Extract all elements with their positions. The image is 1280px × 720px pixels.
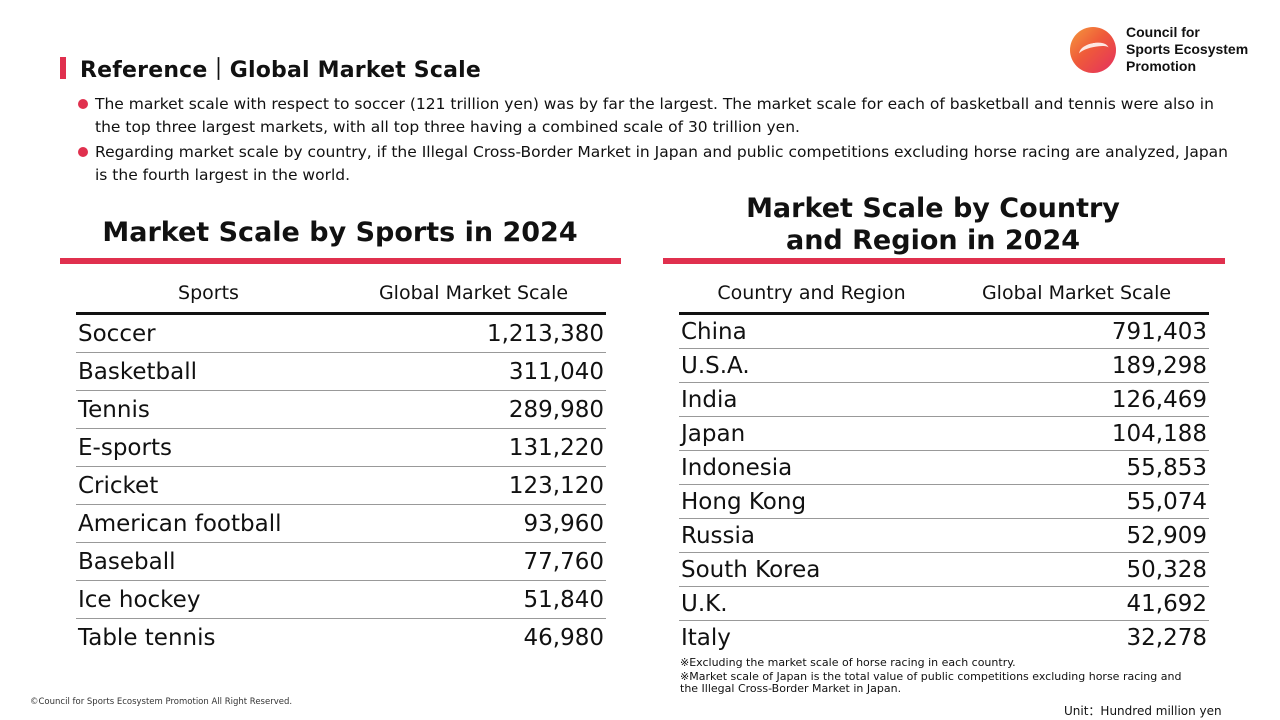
market-value: 93,960	[341, 504, 606, 543]
sports-section-rule	[60, 258, 621, 264]
table-row: Table tennis 46,980	[76, 619, 606, 657]
column-header-market-scale: Global Market Scale	[944, 274, 1209, 315]
bullet-dot-icon	[78, 99, 88, 109]
region-name: India	[679, 382, 944, 417]
table-row: E-sports 131,220	[76, 428, 606, 467]
market-value: 46,980	[523, 624, 604, 651]
market-value: 189,298	[944, 348, 1209, 383]
sport-name: E-sports	[76, 428, 341, 467]
logo-line: Council for	[1126, 24, 1200, 40]
sport-name: Baseball	[76, 542, 341, 581]
table-row: South Korea 50,328	[679, 552, 1209, 587]
table-row: Japan 104,188	[679, 416, 1209, 451]
table-row: Basketball 311,040	[76, 352, 606, 391]
market-value: 51,840	[341, 580, 606, 619]
region-section-rule	[663, 258, 1225, 264]
table-row: Indonesia 55,853	[679, 450, 1209, 485]
market-value: 77,760	[341, 542, 606, 581]
bullet-text: Regarding market scale by country, if th…	[95, 143, 1228, 184]
market-value: 55,074	[944, 484, 1209, 519]
table-row: U.S.A. 189,298	[679, 348, 1209, 383]
region-name: Hong Kong	[679, 484, 944, 519]
sports-section-title: Market Scale by Sports in 2024	[102, 217, 578, 248]
market-value: 41,692	[944, 586, 1209, 621]
region-name: Russia	[679, 518, 944, 553]
logo-mark-icon	[1070, 26, 1116, 73]
region-name: Indonesia	[679, 450, 944, 485]
column-header-sports: Sports	[76, 274, 341, 315]
table-row: U.K. 41,692	[679, 586, 1209, 621]
market-value: 289,980	[341, 390, 606, 429]
footnote: ※Excluding the market scale of horse rac…	[680, 656, 1016, 669]
logo-line: Promotion	[1126, 58, 1196, 74]
unit-label: Unit：Hundred million yen	[1064, 704, 1222, 718]
market-value: 123,120	[341, 466, 606, 505]
summary-bullets: The market scale with respect to soccer …	[78, 93, 1228, 189]
page-title: Reference｜Global Market Scale	[80, 58, 481, 83]
table-row: American football 93,960	[76, 504, 606, 543]
copyright-notice: ©Council for Sports Ecosystem Promotion …	[30, 697, 293, 707]
market-value: 126,469	[944, 382, 1209, 417]
sports-market-table: Sports Global Market Scale Soccer 1,213,3…	[76, 274, 606, 656]
region-title-line: and Region in 2024	[785, 225, 1081, 256]
column-header-market-scale: Global Market Scale	[341, 274, 606, 315]
page-title-bar: Reference｜Global Market Scale	[60, 52, 481, 84]
table-row: Baseball 77,760	[76, 542, 606, 581]
sport-name: Soccer	[76, 313, 341, 353]
region-name: U.S.A.	[679, 348, 944, 383]
table-row: Tennis 289,980	[76, 390, 606, 429]
table-row: Hong Kong 55,074	[679, 484, 1209, 519]
logo-text: Council for Sports Ecosystem Promotion	[1126, 24, 1248, 75]
footnotes: ※Excluding the market scale of horse rac…	[680, 657, 1200, 697]
table-row: Italy 32,278	[679, 621, 1209, 655]
bullet-item: Regarding market scale by country, if th…	[78, 141, 1228, 187]
region-name: China	[679, 313, 944, 349]
footnote: ※Market scale of Japan is the total valu…	[680, 670, 1182, 695]
table-row: India 126,469	[679, 382, 1209, 417]
table-row: Cricket 123,120	[76, 466, 606, 505]
table-row: Ice hockey 51,840	[76, 580, 606, 619]
title-accent-mark	[60, 57, 66, 79]
market-value: 311,040	[341, 352, 606, 391]
table-header-row: Sports Global Market Scale	[76, 274, 606, 315]
bullet-item: The market scale with respect to soccer …	[78, 93, 1228, 139]
market-value: 104,188	[944, 416, 1209, 451]
logo-line: Sports Ecosystem	[1126, 41, 1249, 57]
column-header-country: Country and Region	[679, 274, 944, 315]
table-row: China 791,403	[679, 313, 1209, 349]
sport-name: Table tennis	[78, 624, 216, 651]
market-value: 1,213,380	[341, 313, 606, 353]
table-row: Soccer 1,213,380	[76, 313, 606, 353]
sport-name: Ice hockey	[76, 580, 341, 619]
market-value: 791,403	[944, 313, 1209, 349]
market-value: 131,220	[341, 428, 606, 467]
table-header-row: Country and Region Global Market Scale	[679, 274, 1209, 315]
market-value: 52,909	[944, 518, 1209, 553]
bullet-dot-icon	[78, 147, 88, 157]
table-row: Russia 52,909	[679, 518, 1209, 553]
sport-name: Tennis	[76, 390, 341, 429]
market-value: 50,328	[944, 552, 1209, 587]
sport-name: Cricket	[76, 466, 341, 505]
region-name: Japan	[679, 416, 944, 451]
market-value: 32,278	[1126, 624, 1207, 651]
bullet-text: The market scale with respect to soccer …	[95, 95, 1214, 136]
region-market-table: Country and Region Global Market Scale C…	[679, 274, 1209, 654]
region-name: U.K.	[679, 586, 944, 621]
region-name: South Korea	[679, 552, 944, 587]
region-section-title: Market Scale by Country and Region in 20…	[663, 193, 1203, 257]
council-logo: Council for Sports Ecosystem Promotion	[1070, 24, 1248, 75]
region-title-line: Market Scale by Country	[746, 193, 1120, 224]
region-name: Italy	[681, 624, 731, 651]
sport-name: Basketball	[76, 352, 341, 391]
sport-name: American football	[76, 504, 341, 543]
market-value: 55,853	[944, 450, 1209, 485]
